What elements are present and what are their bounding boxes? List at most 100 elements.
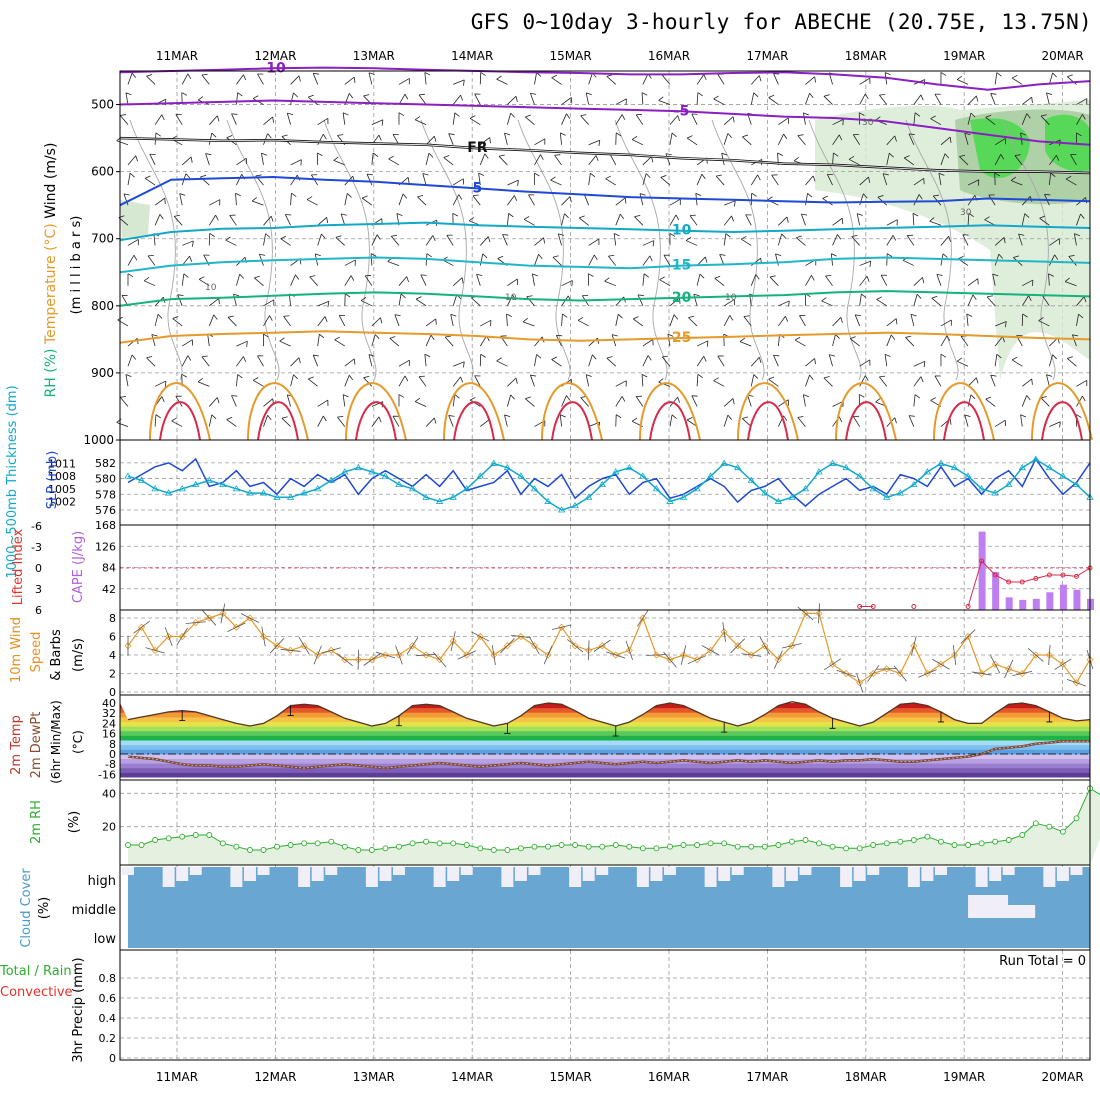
wind-barb — [632, 316, 644, 327]
wind-barb — [209, 199, 221, 206]
thickness-tick-label: 582 — [95, 457, 116, 470]
wind-barb-staff — [967, 294, 974, 306]
wind-barb-staff — [417, 196, 427, 206]
wind-barb-staff — [534, 254, 539, 266]
rh-point — [314, 840, 321, 847]
rh-point — [707, 840, 714, 847]
wind-barb — [398, 359, 410, 367]
cloud-gap — [189, 867, 202, 875]
wind-barb — [504, 414, 511, 427]
wind-barb-staff — [205, 153, 210, 166]
wind-barb-feather — [949, 418, 952, 425]
temp-color-band — [120, 749, 1090, 755]
wind-barb-staff — [802, 394, 806, 407]
wind-barb-staff — [257, 355, 264, 367]
wind-barb — [1048, 254, 1059, 266]
wind-barb-10m-staff — [782, 643, 802, 649]
wind-barb-staff — [1022, 96, 1032, 105]
wind-barb-feather — [757, 174, 761, 181]
rh-point — [545, 843, 551, 850]
wind-barb-feather — [487, 236, 491, 243]
wind-barb — [561, 196, 572, 206]
wind-barb-staff — [290, 274, 296, 286]
wind-barb — [425, 153, 434, 166]
wind-barb-feather — [691, 113, 698, 115]
cloud-gap — [460, 867, 473, 875]
wind-barb — [235, 192, 241, 206]
rh-point — [165, 835, 172, 842]
wind-barb-feather — [187, 355, 192, 361]
rh-point — [1005, 837, 1012, 843]
wind-barb-staff — [964, 133, 969, 145]
wind-barb-staff — [506, 213, 510, 226]
wind-barb — [208, 233, 215, 246]
wind-barb-feather — [869, 359, 871, 366]
wind-barb-staff — [658, 100, 671, 105]
wind-barb-staff — [713, 380, 725, 387]
wind-barb-staff — [832, 152, 834, 165]
wind-barb-feather — [605, 175, 611, 180]
wind-barb-feather — [283, 315, 290, 317]
temp-maxmin-marker — [504, 723, 511, 734]
wind-barb-feather — [853, 415, 860, 417]
wind-barb-feather — [1058, 238, 1061, 245]
wind-barb — [317, 117, 329, 126]
wind-barb-staff — [371, 119, 384, 126]
wind-barb — [227, 315, 237, 327]
wind-barb — [713, 95, 725, 105]
wind-barb-staff — [686, 137, 698, 146]
wind-barb — [554, 154, 562, 166]
wind-barb-feather — [448, 133, 455, 135]
wind-barb — [201, 355, 210, 367]
wind-barb — [257, 73, 264, 85]
wind-barb — [368, 354, 375, 367]
wind-speed-point — [449, 637, 457, 645]
wind-barb-feather — [159, 214, 164, 220]
wind-barb-feather — [797, 416, 804, 418]
wind-barb-10m — [313, 645, 322, 665]
wind-barb-staff — [371, 334, 376, 347]
cape-bar — [978, 531, 986, 610]
wind-barb-feather — [211, 132, 217, 138]
wind-barb-feather — [693, 293, 700, 297]
wind-barb-10m — [824, 658, 842, 671]
wind-barb-feather — [976, 377, 979, 384]
slp-point — [422, 493, 430, 500]
wind-barb-staff — [642, 339, 654, 347]
wind-barb-staff — [480, 418, 490, 427]
wind-barb-feather — [903, 155, 910, 159]
wind-barb-staff — [534, 237, 544, 246]
wind-barb-feather — [996, 72, 1002, 77]
wind-barb-10m-staff — [606, 651, 626, 659]
wind-barb — [479, 236, 491, 246]
wind-barb — [940, 353, 947, 367]
wind-barb-10m — [687, 655, 707, 665]
wind-barb-staff — [147, 255, 156, 266]
wind-barb — [641, 373, 648, 387]
wind-barb-feather — [1004, 138, 1006, 145]
wind-barb-feather — [308, 94, 314, 98]
wind-barb-feather — [659, 276, 665, 281]
wind-barb — [443, 155, 454, 166]
wind-barb-feather — [151, 334, 158, 337]
wind-barb-feather — [1052, 72, 1057, 78]
wind-barb-staff — [398, 359, 410, 367]
wind-barb-feather — [326, 217, 329, 224]
wind-barb-staff — [641, 374, 644, 387]
wind-barb-staff — [529, 93, 535, 105]
slp-point — [124, 472, 132, 479]
wind-barb — [852, 415, 861, 427]
wind-barb-staff — [127, 173, 131, 186]
series-line-slp — [127, 458, 1091, 511]
wind-barb — [1021, 295, 1032, 307]
wind-barb-staff — [317, 117, 329, 126]
wind-barb-feather — [579, 215, 585, 219]
wind-barb-10m-staff — [646, 654, 667, 656]
cloud-gap — [122, 867, 134, 875]
rh-shading — [120, 200, 150, 238]
wind-barb-feather — [1067, 74, 1073, 78]
wind-barb-staff — [263, 398, 273, 407]
rh-point — [274, 843, 280, 850]
wind-barb-staff — [696, 273, 701, 286]
slp-point — [937, 459, 945, 466]
